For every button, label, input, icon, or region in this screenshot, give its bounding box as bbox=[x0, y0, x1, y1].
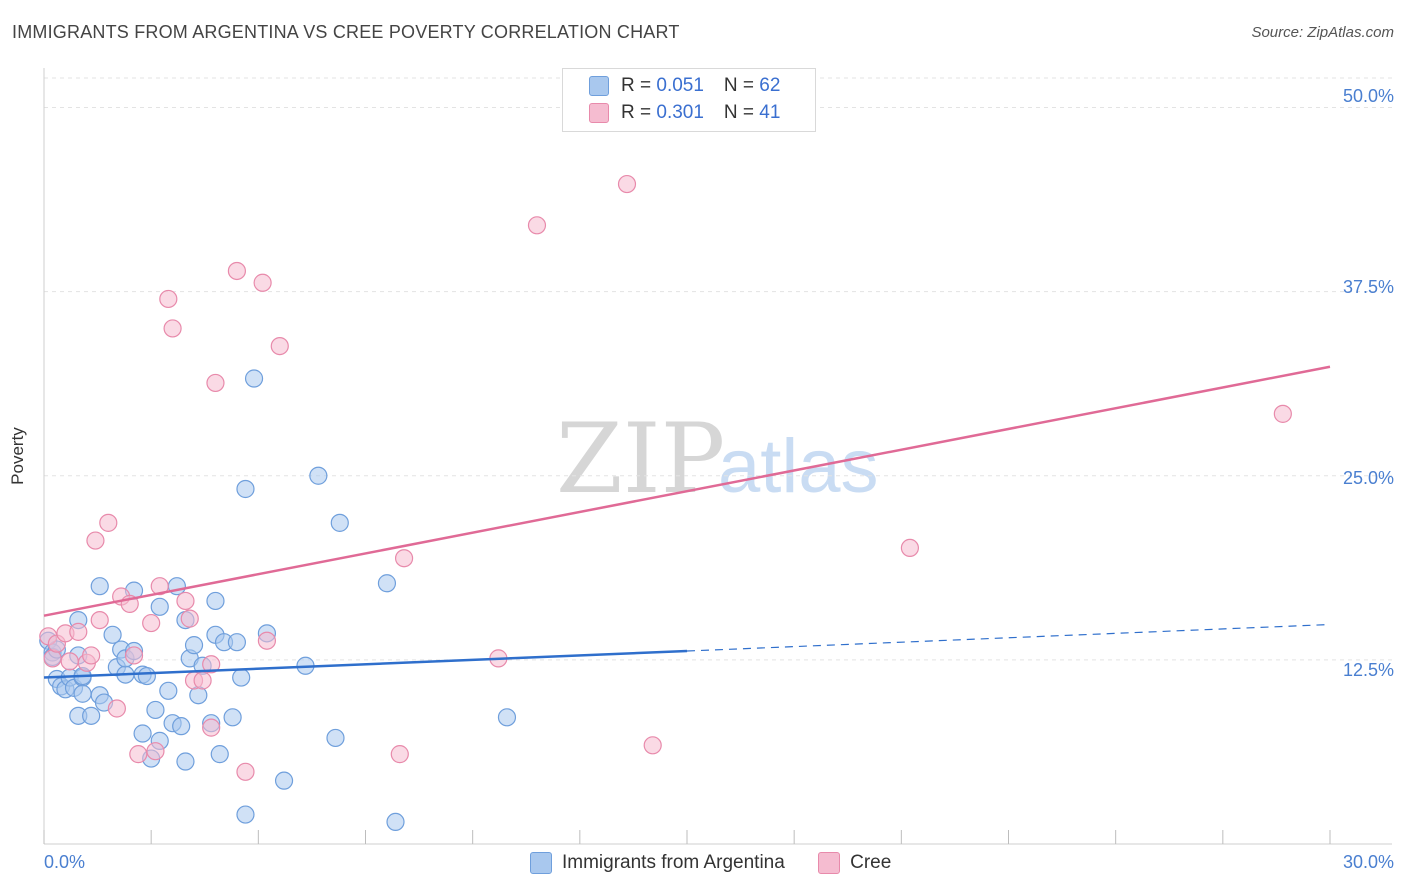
cree-point bbox=[193, 671, 212, 690]
argentina-point bbox=[330, 513, 349, 532]
cree-point bbox=[227, 261, 246, 281]
argentina-point bbox=[90, 577, 109, 596]
argentina-point bbox=[377, 574, 397, 593]
legend-r-label: R = bbox=[621, 102, 657, 123]
legend-row-argentina: R = 0.051 N = 62 bbox=[589, 75, 780, 99]
cree-point bbox=[107, 699, 126, 718]
cree-point bbox=[146, 742, 165, 761]
cree-point bbox=[390, 745, 409, 764]
cree-point bbox=[142, 613, 161, 633]
cree-point bbox=[124, 646, 144, 665]
cree-point bbox=[527, 216, 547, 235]
argentina-point bbox=[73, 684, 92, 703]
y-tick-label-37-5: 37.5% bbox=[1342, 277, 1394, 297]
argentina-point bbox=[206, 591, 225, 611]
cree-point bbox=[270, 337, 289, 356]
cree-point bbox=[1273, 404, 1292, 423]
legend-n-value: 41 bbox=[759, 102, 781, 123]
argentina-point bbox=[184, 636, 204, 655]
cree-point bbox=[206, 373, 225, 393]
legend-n-label: N = bbox=[723, 75, 760, 96]
cree-point bbox=[150, 577, 169, 596]
cree-point bbox=[900, 538, 920, 558]
series-label-cree: Cree bbox=[850, 852, 892, 874]
argentina-point bbox=[133, 724, 152, 743]
legend-row-cree: R = 0.301 N = 41 bbox=[589, 102, 780, 126]
series-legend-item-argentina: Immigrants from Argentina bbox=[530, 852, 785, 874]
cree-point bbox=[82, 646, 101, 665]
cree-point bbox=[257, 631, 277, 650]
argentina-point bbox=[223, 708, 242, 727]
legend-r-value: 0.051 bbox=[656, 75, 704, 96]
watermark-zip: ZIP bbox=[556, 403, 725, 515]
argentina-point bbox=[82, 706, 101, 725]
legend-swatch-pink bbox=[589, 102, 609, 123]
cree-point bbox=[643, 736, 662, 755]
argentina-trend-line bbox=[43, 649, 688, 679]
series-swatch-blue bbox=[530, 852, 552, 874]
cree-point bbox=[90, 610, 109, 630]
argentina-point bbox=[232, 668, 251, 687]
argentina-point bbox=[146, 700, 165, 720]
argentina-point bbox=[159, 681, 178, 700]
cree-point bbox=[617, 174, 637, 194]
argentina-point bbox=[176, 752, 195, 771]
legend-n-label: N = bbox=[723, 102, 760, 123]
argentina-point bbox=[497, 708, 517, 727]
cree-point bbox=[60, 652, 79, 671]
cree-point bbox=[394, 549, 414, 568]
series-legend: Immigrants from Argentina Cree bbox=[530, 852, 919, 874]
argentina-point bbox=[326, 728, 345, 748]
cree-point bbox=[129, 745, 148, 764]
cree-point bbox=[163, 319, 182, 338]
argentina-point bbox=[274, 771, 294, 790]
cree-point bbox=[99, 513, 118, 532]
cree-point bbox=[202, 655, 221, 674]
correlation-legend: R = 0.051 N = 62 R = 0.301 N = 41 bbox=[562, 68, 816, 132]
argentina-point bbox=[309, 466, 328, 485]
y-tick-label-12-5: 12.5% bbox=[1342, 660, 1394, 680]
cree-point bbox=[86, 531, 105, 550]
cree-point bbox=[180, 609, 199, 628]
argentina-point bbox=[244, 369, 264, 388]
legend-swatch-blue bbox=[589, 75, 609, 96]
cree-trend-line bbox=[43, 365, 1331, 617]
series-legend-item-cree: Cree bbox=[818, 852, 891, 874]
y-tick-label-50: 50.0% bbox=[1342, 86, 1394, 106]
chart-title: IMMIGRANTS FROM ARGENTINA VS CREE POVERT… bbox=[12, 22, 680, 42]
x-tick-label-min: 0.0% bbox=[44, 852, 86, 872]
cree-point bbox=[159, 289, 178, 309]
cree-point bbox=[176, 591, 195, 611]
argentina-point bbox=[236, 805, 255, 824]
cree-point bbox=[202, 718, 221, 737]
cree-point bbox=[236, 762, 255, 781]
legend-n-value: 62 bbox=[759, 75, 781, 96]
series-label-argentina: Immigrants from Argentina bbox=[562, 852, 785, 874]
legend-r-label: R = bbox=[621, 75, 657, 96]
cree-point bbox=[69, 622, 88, 641]
cree-point bbox=[253, 273, 272, 292]
series-swatch-pink bbox=[818, 852, 841, 874]
argentina-point bbox=[236, 479, 255, 499]
argentina-point bbox=[137, 666, 156, 686]
argentina-point bbox=[210, 745, 229, 764]
argentina-point bbox=[386, 812, 405, 832]
x-tick-label-max: 30.0% bbox=[1342, 852, 1394, 872]
legend-r-value: 0.301 bbox=[656, 102, 704, 123]
argentina-point bbox=[227, 633, 246, 652]
argentina-point bbox=[103, 625, 122, 644]
argentina-point bbox=[172, 717, 191, 736]
watermark-atlas: atlas bbox=[718, 424, 879, 509]
y-tick-label-25: 25.0% bbox=[1342, 468, 1394, 488]
source-label: Source: ZipAtlas.com bbox=[1251, 24, 1394, 41]
argentina-point bbox=[150, 597, 169, 616]
argentina-trend-extension bbox=[686, 623, 1331, 652]
